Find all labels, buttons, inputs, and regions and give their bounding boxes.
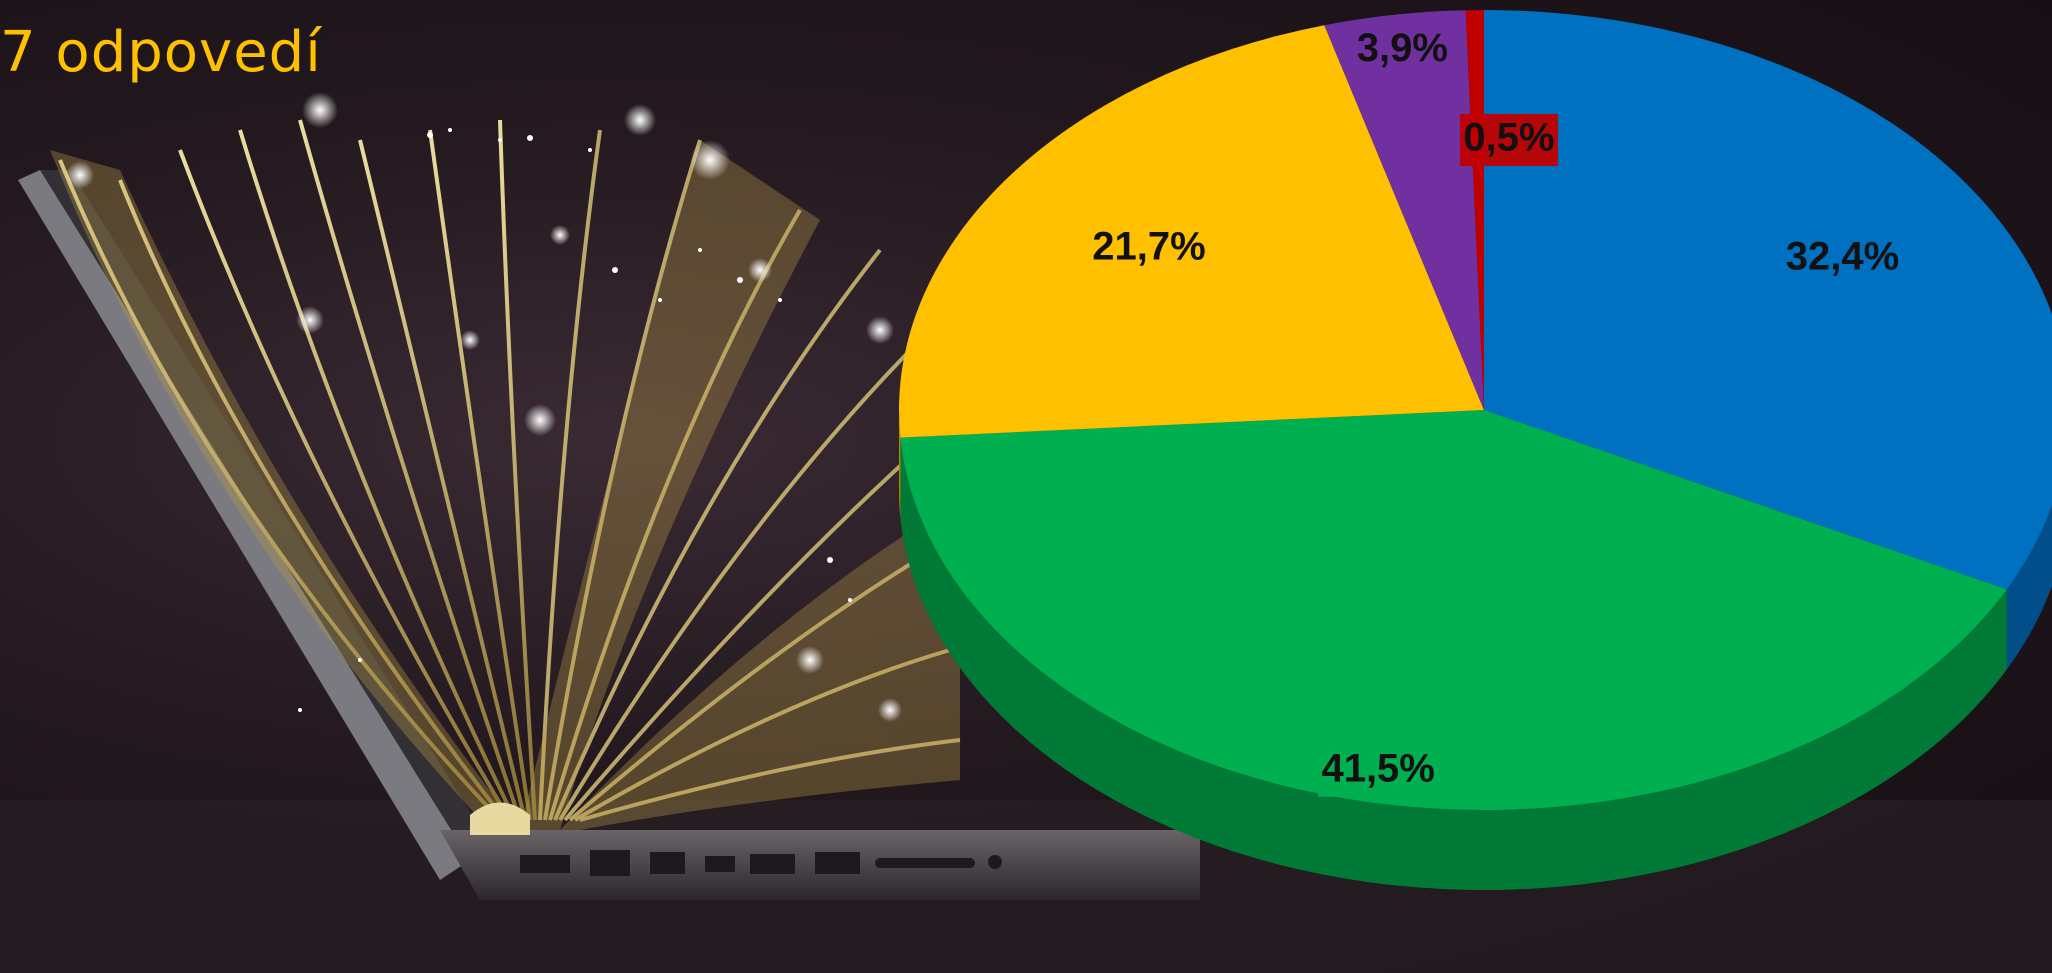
data-label-group-1: 41,5% — [1318, 744, 1439, 797]
data-label-4: 0,5% — [1463, 116, 1554, 160]
book-pages — [58, 119, 961, 822]
laptop-screen-edge — [18, 170, 470, 880]
book-spine — [470, 802, 530, 835]
data-label-box-1 — [1318, 744, 1439, 797]
data-label-box-0 — [1782, 232, 1903, 285]
data-label-box-2 — [1088, 222, 1209, 275]
data-label-group-0: 32,4% — [1782, 232, 1903, 285]
pie-slice-side-2 — [899, 410, 901, 518]
data-label-group-3: 3,9% — [1353, 24, 1452, 77]
pie-slice-0 — [1484, 10, 2052, 590]
response-count-heading: 7 odpovedí — [0, 20, 322, 85]
data-label-box-3 — [1353, 24, 1452, 77]
data-label-3: 3,9% — [1357, 26, 1448, 70]
data-label-box-4 — [1460, 114, 1558, 166]
pie-slice-side-0 — [2006, 505, 2052, 670]
laptop-ports — [520, 850, 1002, 876]
data-label-1: 41,5% — [1321, 746, 1434, 790]
pie-slice-1 — [900, 410, 2007, 810]
book-pages-fill — [50, 140, 960, 830]
data-label-group-4: 0,5% — [1460, 114, 1558, 166]
pie-slice-side-1 — [900, 437, 2007, 890]
sparkles — [66, 92, 902, 722]
data-label-group-2: 21,7% — [1088, 222, 1209, 275]
pie-slice-4 — [1465, 10, 1484, 410]
data-label-0: 32,4% — [1786, 234, 1899, 278]
pie-slice-3 — [1324, 10, 1484, 410]
data-label-2: 21,7% — [1092, 225, 1205, 269]
